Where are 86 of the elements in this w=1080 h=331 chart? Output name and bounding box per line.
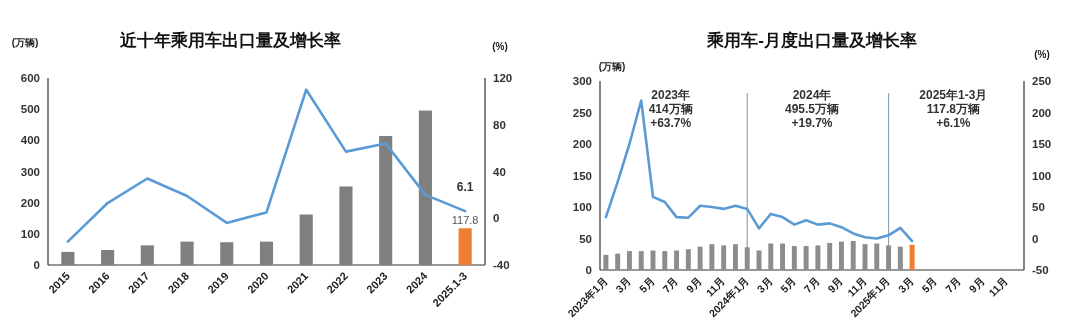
- bar: [603, 254, 609, 270]
- x-tick-label: 5月: [777, 274, 799, 295]
- x-tick-label: 9月: [825, 274, 846, 295]
- y2-tick-label: 100: [1032, 169, 1052, 182]
- bar: [418, 110, 432, 265]
- line-series: [604, 99, 914, 243]
- bar: [780, 243, 786, 270]
- y2-tick-label: -50: [1032, 264, 1049, 276]
- y-tick-label: 0: [585, 264, 592, 276]
- chart-title: 乘用车-月度出口量及增长率: [706, 31, 917, 50]
- y-tick-label: 500: [20, 103, 40, 116]
- y2-axis-title: (%): [1034, 49, 1050, 60]
- chart-title: 近十年乘用车出口量及增长率: [118, 31, 341, 50]
- y-tick-label: 600: [20, 72, 40, 84]
- y2-tick-label: 50: [1032, 201, 1045, 213]
- y-axis-title: (万辆): [11, 37, 39, 48]
- bar: [101, 250, 115, 265]
- y2-tick-label: 40: [493, 165, 506, 178]
- bar: [685, 249, 691, 270]
- bar: [299, 214, 313, 265]
- x-tick-label: 9月: [683, 274, 705, 295]
- bar: [744, 247, 750, 270]
- bar: [458, 228, 472, 265]
- bar: [379, 135, 393, 265]
- bar: [259, 241, 274, 265]
- bar: [732, 244, 738, 270]
- y2-tick-label: 120: [493, 72, 513, 84]
- annotation: 2023年 414万辆 +63.7%: [648, 88, 693, 130]
- y2-axis-title: (%): [492, 41, 508, 52]
- data-label: 117.8: [451, 214, 479, 227]
- x-tick-label: 11月: [986, 274, 1011, 299]
- y2-tick-label: 0: [493, 212, 500, 225]
- bar: [61, 251, 75, 265]
- bar: [339, 186, 353, 265]
- y-tick-label: 300: [572, 75, 592, 87]
- y2-tick-label: 0: [1032, 232, 1039, 245]
- x-tick-label: 5月: [636, 274, 658, 295]
- y-tick-label: 150: [572, 169, 592, 182]
- y-tick-label: 250: [572, 106, 592, 119]
- x-tick-label: 3月: [613, 274, 634, 295]
- x-tick-label: 7月: [801, 274, 822, 295]
- bar: [638, 251, 644, 270]
- bar: [791, 246, 797, 270]
- bar: [615, 253, 621, 270]
- y-tick-label: 0: [33, 259, 40, 271]
- bar: [626, 251, 632, 270]
- x-tick-label: 3月: [895, 274, 917, 295]
- bar: [721, 245, 727, 270]
- y-tick-label: 100: [572, 201, 592, 213]
- bar: [140, 245, 154, 265]
- bar: [850, 241, 856, 270]
- x-tick-label: 9月: [966, 274, 987, 295]
- y-tick-label: 100: [20, 227, 40, 240]
- bar: [827, 242, 833, 270]
- bar: [768, 243, 774, 270]
- x-tick-label: 3月: [754, 274, 775, 295]
- bar: [803, 246, 809, 270]
- bar: [838, 241, 844, 270]
- x-tick-label: 7月: [942, 274, 964, 295]
- y-tick-label: 200: [572, 138, 592, 150]
- bar: [662, 251, 668, 270]
- y-tick-label: 200: [20, 196, 40, 209]
- y-axis-title: (万辆): [598, 61, 626, 72]
- y-tick-label: 400: [20, 134, 40, 147]
- bar: [697, 246, 703, 270]
- bar: [874, 243, 880, 270]
- bar: [674, 250, 680, 270]
- y2-tick-label: 200: [1032, 106, 1052, 119]
- y2-tick-label: 250: [1032, 75, 1052, 87]
- y-tick-label: 50: [579, 232, 592, 245]
- y2-tick-label: 80: [493, 118, 506, 131]
- bar: [815, 245, 821, 270]
- bar: [180, 241, 194, 265]
- bar: [709, 244, 715, 270]
- data-label: 6.1: [456, 180, 474, 195]
- x-tick-label: 5月: [919, 274, 940, 295]
- y-tick-label: 300: [20, 165, 40, 178]
- y2-tick-label: -40: [493, 259, 510, 271]
- bar: [220, 242, 234, 265]
- y2-tick-label: 150: [1032, 138, 1052, 150]
- annotation: 2024年 495.5万辆 +19.7%: [784, 88, 840, 130]
- bar: [886, 245, 892, 270]
- x-tick-label: 7月: [660, 274, 681, 295]
- bar: [909, 244, 915, 270]
- bar: [897, 246, 903, 270]
- annotation: 2025年1-3月 117.8万辆 +6.1%: [919, 88, 988, 130]
